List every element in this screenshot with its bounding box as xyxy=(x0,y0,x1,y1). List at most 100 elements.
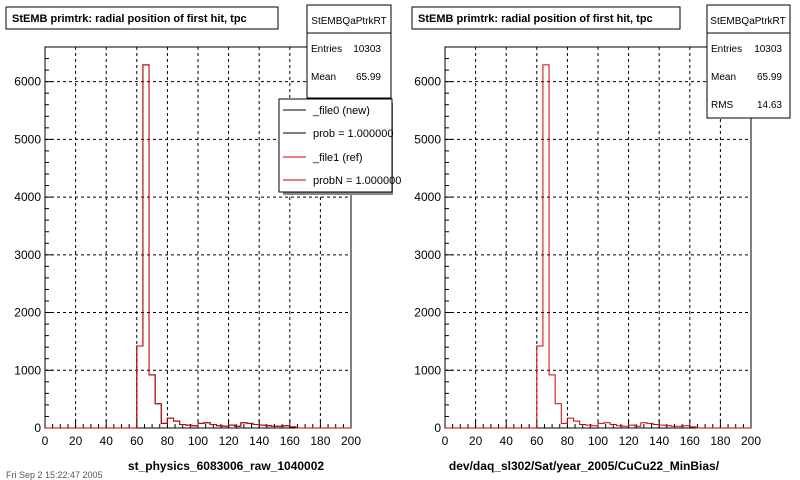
histogram-bin xyxy=(690,427,696,428)
right-chart-title: StEMB primtrk: radial position of first … xyxy=(418,13,653,25)
y-tick-label: 0 xyxy=(34,421,41,435)
histogram-bin xyxy=(235,426,241,428)
left-histogram-panel: 0 20 40 60 80 100 120 140 160 180 2000100020003000… xyxy=(5,4,401,473)
legend-label-prob: prob = 1.000000 xyxy=(313,128,393,140)
histogram-bin xyxy=(229,425,235,428)
histogram-bin xyxy=(647,423,653,428)
histogram-bin xyxy=(186,425,192,428)
x-tick-label: 60 xyxy=(530,434,544,448)
right-title-box xyxy=(411,6,681,30)
histogram-bin xyxy=(543,65,549,428)
histogram-series-new xyxy=(445,64,751,429)
left-stats-entries-label: Entries xyxy=(311,44,342,55)
x-tick-label: 100 xyxy=(588,434,608,448)
histogram-bin xyxy=(284,426,290,428)
histogram-bin xyxy=(204,423,210,428)
x-tick-label: 80 xyxy=(561,434,575,448)
y-tick-label: 6000 xyxy=(14,75,41,89)
x-tick-label: 120 xyxy=(219,434,239,448)
histogram-bin xyxy=(259,425,265,428)
y-tick-label: 6000 xyxy=(414,75,441,89)
histogram-bin xyxy=(635,426,641,428)
histogram-bin xyxy=(622,426,628,428)
histogram-bin xyxy=(271,426,277,428)
left-plot-area: 0 20 40 60 80 100 120 140 160 180 2000100020003000… xyxy=(14,46,361,448)
x-tick-label: 180 xyxy=(310,434,330,448)
x-tick-label: 140 xyxy=(649,434,669,448)
histogram-bin xyxy=(592,426,598,428)
histogram-bin xyxy=(574,421,580,428)
right-stats-name: StEMBQaPtrkRT xyxy=(710,16,785,27)
histogram-bin xyxy=(586,425,592,428)
x-tick-label: 180 xyxy=(710,434,730,448)
left-x-axis-label: st_physics_6083006_raw_1040002 xyxy=(128,459,324,473)
y-tick-label: 4000 xyxy=(414,190,441,204)
left-stats-entries-value: 10303 xyxy=(353,44,381,55)
x-tick-label: 160 xyxy=(680,434,700,448)
histogram-bin xyxy=(684,426,690,428)
histogram-bin xyxy=(161,423,167,428)
y-tick-label: 4000 xyxy=(14,190,41,204)
y-tick-label: 3000 xyxy=(14,248,41,262)
right-histogram-panel: 0 20 40 60 80 100 120 140 160 180 2000100020003000… xyxy=(411,4,791,473)
x-tick-label: 20 xyxy=(69,434,83,448)
y-tick-label: 5000 xyxy=(14,132,41,146)
histogram-bin xyxy=(180,425,186,428)
x-tick-label: 80 xyxy=(161,434,175,448)
histogram-bin xyxy=(659,425,665,428)
left-stats-frame xyxy=(306,4,392,99)
histogram-series-ref xyxy=(45,64,351,429)
legend-label-file1: _file1 (ref) xyxy=(312,152,363,164)
x-tick-label: 0 xyxy=(442,434,449,448)
x-tick-label: 40 xyxy=(500,434,514,448)
right-stats-mean-label: Mean xyxy=(711,72,736,83)
x-tick-label: 0 xyxy=(42,434,49,448)
histogram-bin xyxy=(567,418,573,428)
left-legend: _file0 (new) prob = 1.000000 _file1 (ref… xyxy=(278,98,401,195)
histogram-bin xyxy=(665,426,671,428)
left-title-box xyxy=(5,6,279,30)
histogram-bin xyxy=(198,423,204,428)
histogram-bin xyxy=(278,426,284,428)
histogram-bin xyxy=(580,425,586,428)
histogram-bin xyxy=(253,425,259,428)
histogram-bin xyxy=(561,423,567,428)
x-tick-label: 60 xyxy=(130,434,144,448)
histogram-bin xyxy=(653,425,659,428)
histogram-bin xyxy=(610,425,616,428)
histogram-bin xyxy=(555,404,561,428)
histogram-bin xyxy=(149,375,155,428)
x-tick-label: 100 xyxy=(188,434,208,448)
legend-label-probn: probN = 1.000000 xyxy=(313,175,401,187)
right-stats-rms-label: RMS xyxy=(711,100,734,111)
histogram-bin xyxy=(137,346,143,428)
histogram-bin xyxy=(537,346,543,428)
histogram-bin xyxy=(598,423,604,428)
histogram-bin xyxy=(641,423,647,428)
histogram-bin xyxy=(616,426,622,428)
histogram-bin xyxy=(671,426,677,428)
right-plot-area: 0 20 40 60 80 100 120 140 160 180 2000100020003000… xyxy=(414,46,761,448)
x-tick-label: 20 xyxy=(469,434,483,448)
right-stats-frame xyxy=(706,4,791,119)
x-tick-label: 160 xyxy=(280,434,300,448)
histogram-bin xyxy=(174,421,180,428)
left-stats-name: StEMBQaPtrkRT xyxy=(311,16,386,27)
x-tick-label: 140 xyxy=(249,434,269,448)
histogram-bin xyxy=(265,426,271,428)
right-stats-box: StEMBQaPtrkRT Entries 10303 Mean 65.99 R… xyxy=(706,4,791,119)
left-chart-title: StEMB primtrk: radial position of first … xyxy=(12,13,247,25)
y-tick-label: 5000 xyxy=(414,132,441,146)
right-x-axis-label: dev/daq_sl302/Sat/year_2005/CuCu22_MinBi… xyxy=(449,459,720,473)
histogram-bin xyxy=(155,404,161,428)
histogram-bin xyxy=(210,425,216,428)
x-tick-label: 200 xyxy=(341,434,361,448)
legend-frame xyxy=(278,98,393,193)
right-stats-entries-value: 10303 xyxy=(754,44,782,55)
histogram-bin xyxy=(247,423,253,428)
footer-timestamp: Fri Sep 2 15:22:47 2005 xyxy=(6,470,103,480)
histogram-bin xyxy=(604,423,610,428)
left-stats-box: StEMBQaPtrkRT Entries 10303 Mean 65.99 xyxy=(306,4,392,99)
